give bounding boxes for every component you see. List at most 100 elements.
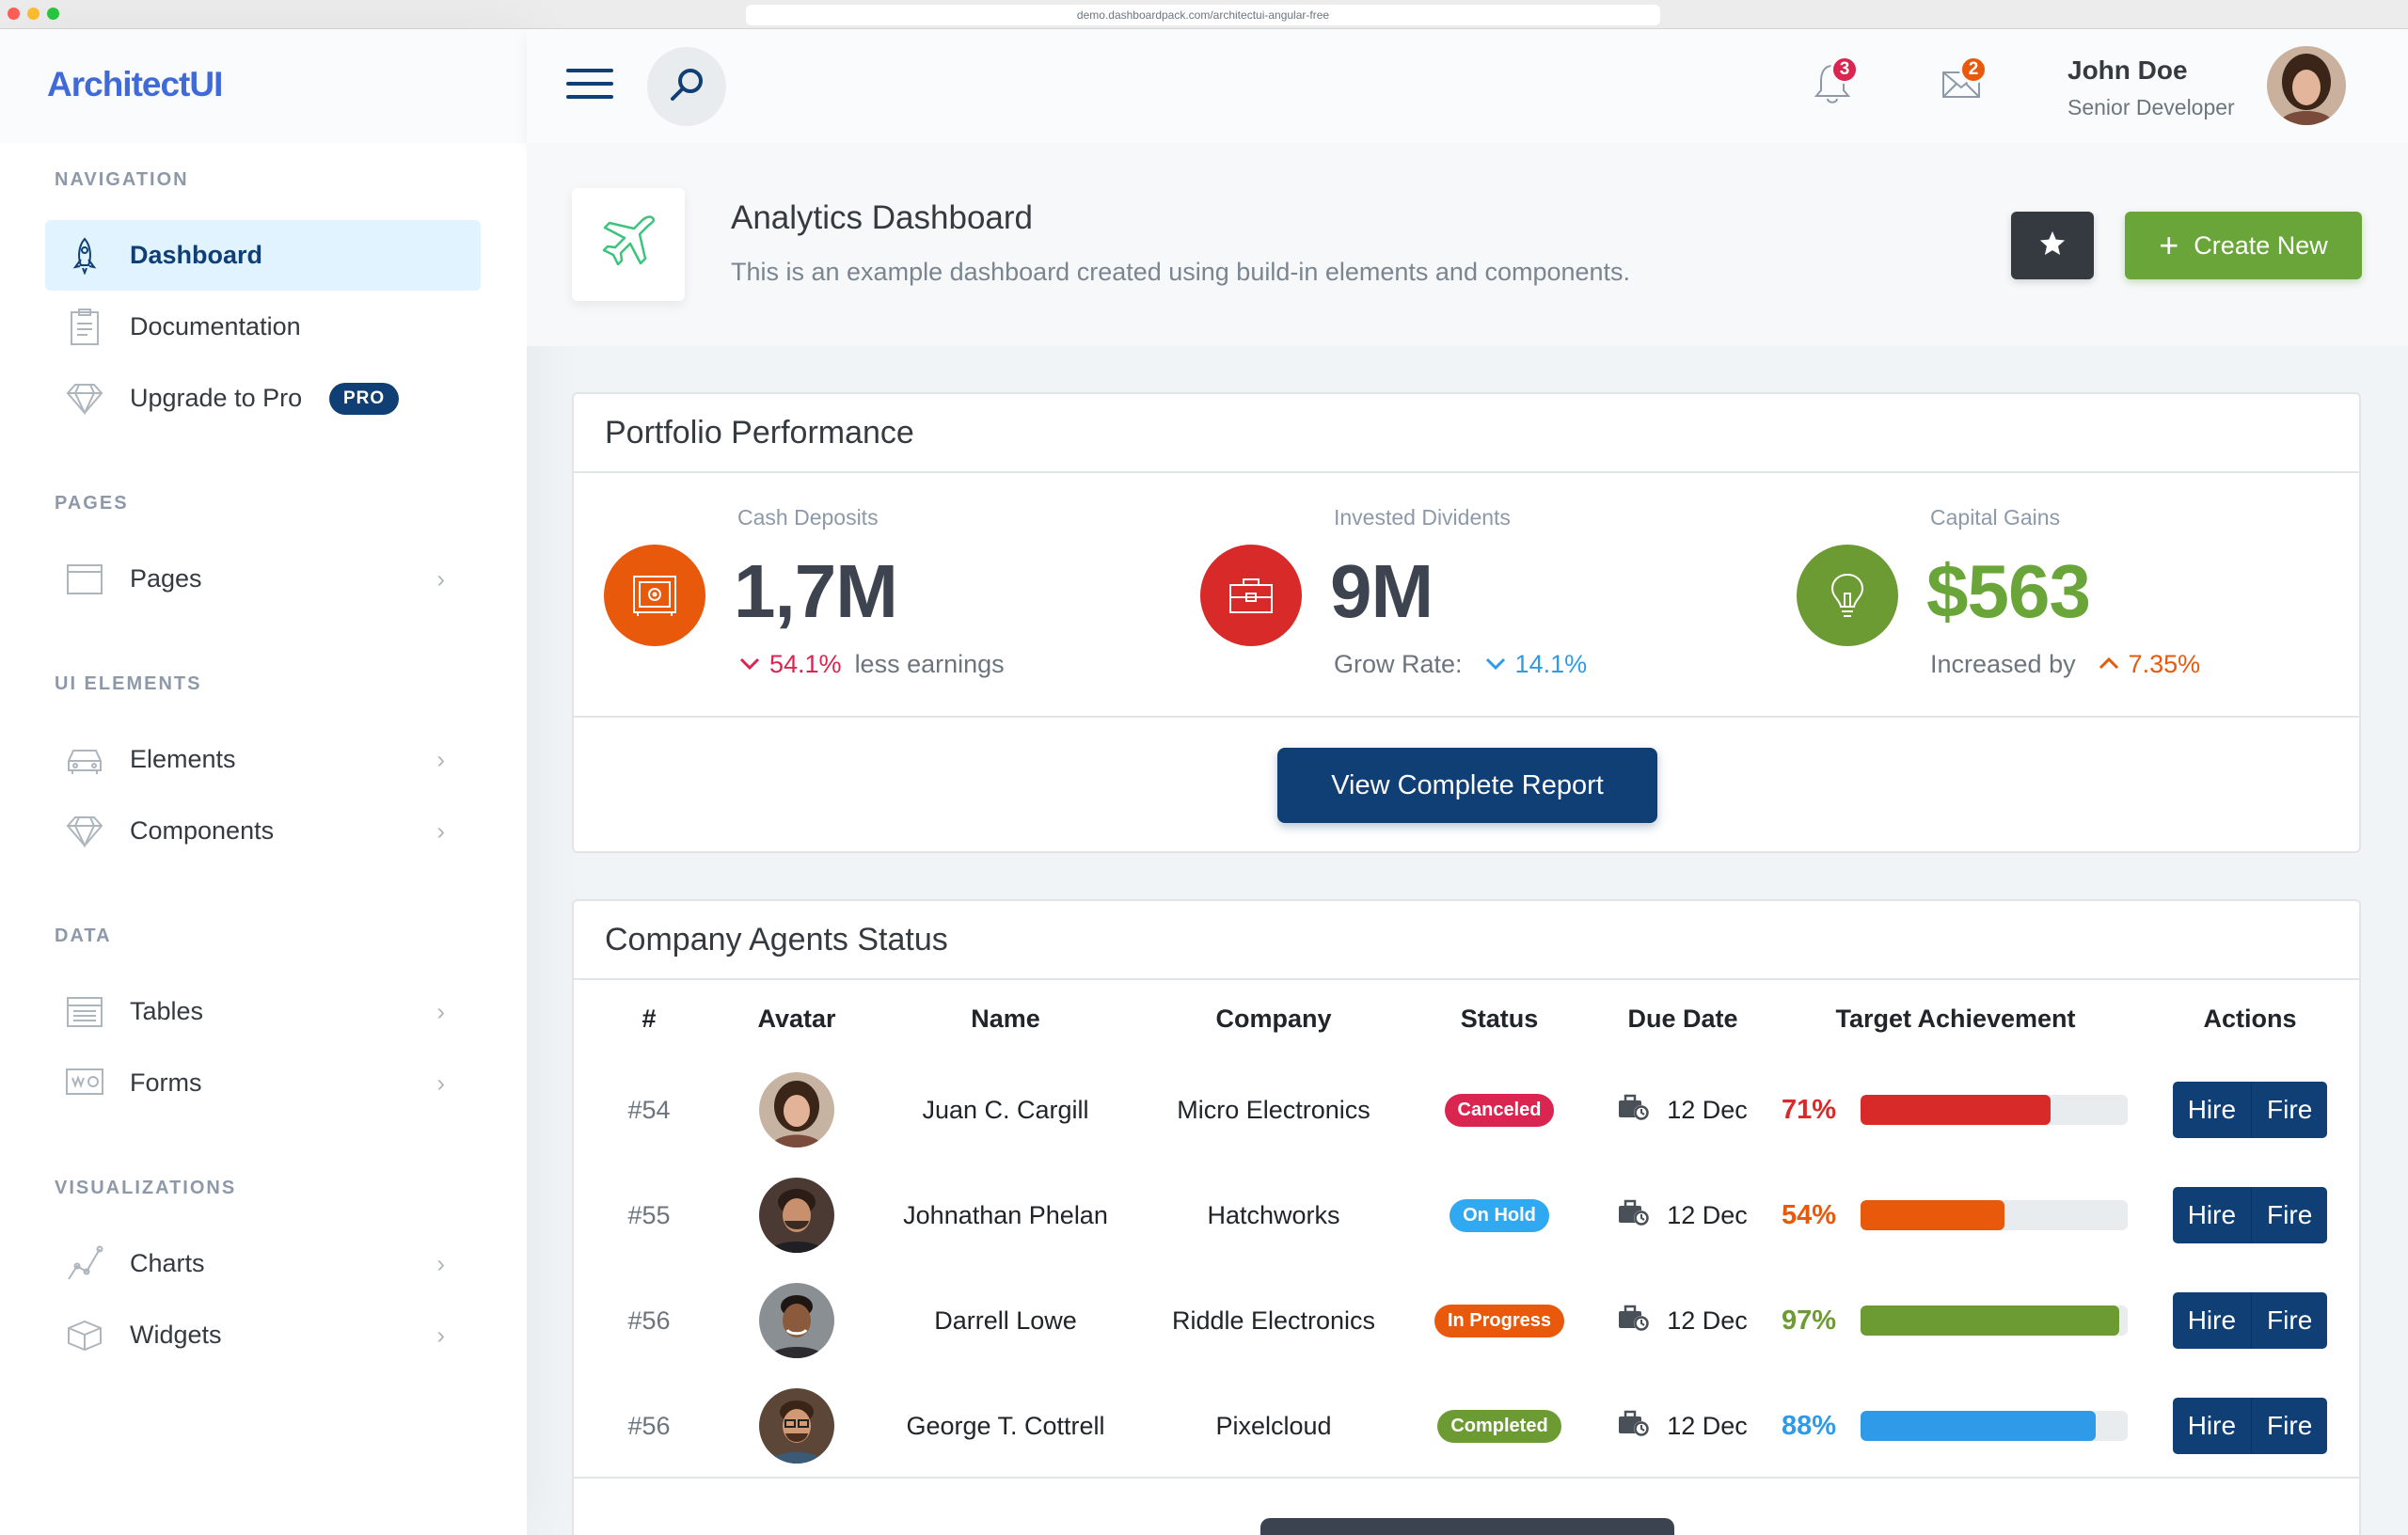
column-header[interactable]: Target Achievement: [1835, 1004, 2076, 1033]
table-header-row: # Avatar Name Company Status Due Date Ta…: [574, 980, 2361, 1057]
page-subtitle: This is an example dashboard created usi…: [731, 258, 1631, 286]
nav-heading-navigation: NAVIGATION: [55, 169, 189, 190]
address-bar[interactable]: demo.dashboardpack.com/architectui-angul…: [746, 5, 1660, 25]
sidebar-item-charts[interactable]: Charts ›: [45, 1228, 481, 1299]
fire-button[interactable]: Fire: [2252, 1187, 2328, 1243]
row-id: #56: [627, 1411, 671, 1440]
table-row: #54 Juan C. Cargill Micro Electronics Ca…: [574, 1057, 2361, 1163]
row-id: #56: [627, 1306, 671, 1335]
sidebar-item-label: Tables: [130, 997, 204, 1025]
close-window-button[interactable]: [8, 8, 20, 20]
sidebar: ArchitectUI NAVIGATION Dashboard Documen…: [0, 29, 527, 1535]
briefcase-clock-icon: [1618, 1198, 1650, 1233]
column-header[interactable]: Avatar: [757, 1004, 836, 1033]
car-icon: [64, 739, 105, 781]
plus-icon: +: [2159, 226, 2179, 264]
table-row: #55 Johnathan Phelan Hatchworks On Hold …: [574, 1163, 2361, 1268]
widget-value: $563: [1926, 549, 2091, 633]
widget-trend-value: 7.35%: [2128, 650, 2201, 678]
column-header[interactable]: Actions: [2203, 1004, 2297, 1033]
target-percent: 97%: [1782, 1305, 1837, 1336]
avatar-cell: [724, 1163, 869, 1268]
user-avatar[interactable]: [2267, 46, 2346, 125]
hire-button[interactable]: Hire: [2172, 1292, 2253, 1349]
progress-bar-fill: [1861, 1411, 2096, 1441]
due-cell: 12 Dec: [1593, 1373, 1772, 1479]
hire-button[interactable]: Hire: [2172, 1082, 2253, 1138]
form-icon: [64, 1063, 105, 1104]
notifications-button[interactable]: 3: [1804, 55, 1861, 114]
agent-name: Darrell Lowe: [934, 1306, 1077, 1335]
widget-subtitle: Cash Deposits: [737, 505, 879, 530]
logo-bar: ArchitectUI: [0, 29, 527, 143]
agent-company: Hatchworks: [1207, 1200, 1340, 1229]
widget-trend-text: Increased by: [1930, 650, 2076, 678]
sidebar-item-label: Forms: [130, 1068, 202, 1097]
sidebar-item-components[interactable]: Components ›: [45, 796, 481, 866]
hamburger-menu-button[interactable]: [566, 69, 613, 103]
sidebar-item-documentation[interactable]: Documentation: [45, 292, 481, 362]
diamond-icon: [64, 811, 105, 852]
app-logo[interactable]: ArchitectUI: [47, 65, 223, 103]
hire-button[interactable]: Hire: [2172, 1398, 2253, 1454]
nav-heading-visualizations: VISUALIZATIONS: [55, 1178, 237, 1198]
page-title: Analytics Dashboard: [731, 199, 1033, 236]
progress-bar: [1861, 1411, 2128, 1441]
widget-trend-text: less earnings: [854, 650, 1005, 678]
agent-name: George T. Cottrell: [906, 1411, 1105, 1440]
sidebar-item-widgets[interactable]: Widgets ›: [45, 1300, 481, 1370]
agent-company: Pixelcloud: [1215, 1411, 1332, 1440]
target-percent: 88%: [1782, 1410, 1837, 1441]
target-cell: 54%: [1772, 1163, 2139, 1268]
company-agents-status-card: Company Agents Status # Avatar Name Comp…: [572, 899, 2361, 1535]
column-header[interactable]: Name: [971, 1004, 1040, 1033]
table-row: #56 Darrell Lowe Riddle Electronics In P…: [574, 1268, 2361, 1373]
chevron-down-icon: [1483, 650, 1508, 679]
due-date: 12 Dec: [1667, 1306, 1748, 1335]
sidebar-item-label: Charts: [130, 1249, 205, 1277]
progress-bar: [1861, 1095, 2128, 1125]
minimize-window-button[interactable]: [27, 8, 40, 20]
avatar: [759, 1283, 834, 1358]
view-complete-report-button[interactable]: View Complete Report: [1277, 748, 1657, 823]
column-header[interactable]: Status: [1460, 1004, 1539, 1033]
chevron-right-icon: ›: [436, 745, 445, 773]
sidebar-item-elements[interactable]: Elements ›: [45, 724, 481, 795]
widget-trend-value: 54.1%: [769, 650, 842, 678]
target-cell: 71%: [1772, 1057, 2139, 1163]
star-icon: [2038, 229, 2067, 262]
column-header[interactable]: Due Date: [1627, 1004, 1738, 1033]
fire-button[interactable]: Fire: [2252, 1292, 2328, 1349]
agents-table: # Avatar Name Company Status Due Date Ta…: [574, 980, 2361, 1479]
sidebar-item-tables[interactable]: Tables ›: [45, 976, 481, 1047]
search-button[interactable]: [647, 47, 726, 126]
card-footer-button[interactable]: [1260, 1518, 1674, 1535]
fire-button[interactable]: Fire: [2252, 1398, 2328, 1454]
fire-button[interactable]: Fire: [2252, 1082, 2328, 1138]
sidebar-item-pages[interactable]: Pages ›: [45, 544, 481, 614]
chevron-up-icon: [2097, 650, 2121, 679]
sidebar-item-dashboard[interactable]: Dashboard: [45, 220, 481, 291]
actions-cell: Hire Fire: [2139, 1163, 2361, 1268]
due-cell: 12 Dec: [1593, 1057, 1772, 1163]
column-header[interactable]: #: [642, 1004, 657, 1033]
chevron-down-icon: [737, 650, 762, 679]
avatar: [759, 1072, 834, 1147]
chevron-right-icon: ›: [436, 1249, 445, 1277]
sidebar-item-forms[interactable]: Forms ›: [45, 1048, 481, 1118]
sidebar-item-upgrade[interactable]: Upgrade to Pro PRO: [45, 363, 481, 434]
zoom-window-button[interactable]: [47, 8, 59, 20]
diamond-icon: [64, 378, 105, 419]
due-cell: 12 Dec: [1593, 1163, 1772, 1268]
nav-heading-pages: PAGES: [55, 493, 129, 514]
create-new-button[interactable]: + Create New: [2125, 212, 2362, 279]
avatar: [759, 1178, 834, 1253]
messages-button[interactable]: 2: [1933, 55, 1989, 114]
rocket-icon: [64, 235, 105, 277]
target-cell: 97%: [1772, 1268, 2139, 1373]
status-badge: In Progress: [1434, 1305, 1565, 1337]
favorite-button[interactable]: [2011, 212, 2094, 279]
column-header[interactable]: Company: [1215, 1004, 1332, 1033]
target-percent: 71%: [1782, 1094, 1837, 1125]
hire-button[interactable]: Hire: [2172, 1187, 2253, 1243]
